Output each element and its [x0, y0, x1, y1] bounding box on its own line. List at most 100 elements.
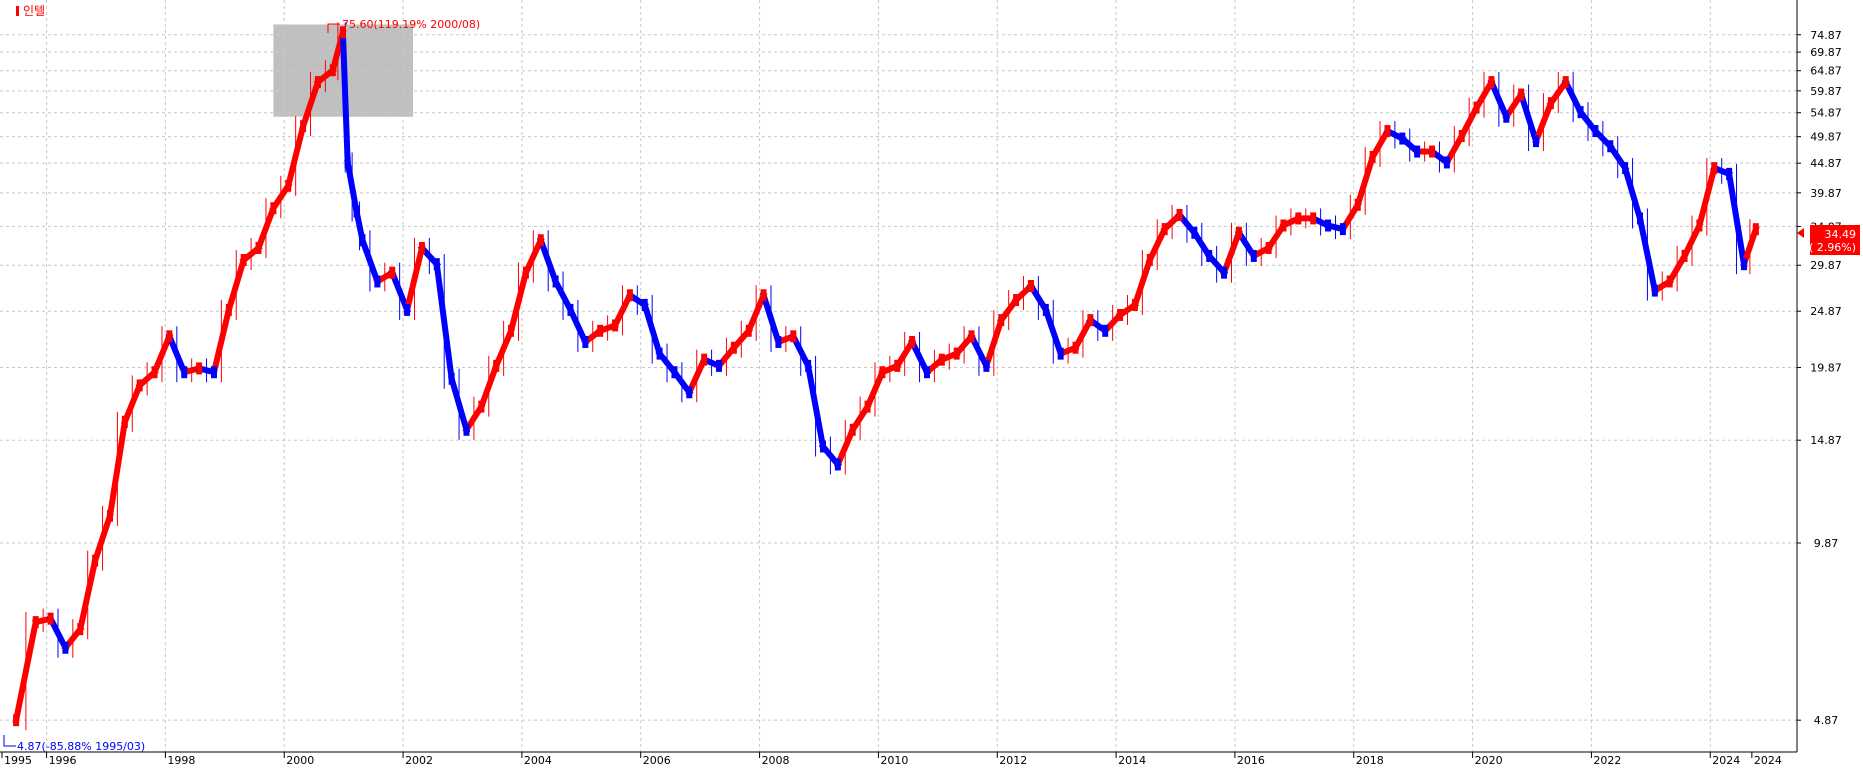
price-candle	[1414, 145, 1421, 158]
price-candle	[225, 303, 232, 316]
price-candle	[745, 324, 752, 337]
low-annotation-leader	[3, 735, 16, 747]
price-candle	[716, 359, 723, 372]
price-candle	[1503, 110, 1510, 123]
price-candle	[1636, 212, 1643, 225]
x-tick-label: 1996	[49, 754, 77, 767]
price-candle	[582, 335, 589, 348]
price-candle	[849, 423, 856, 436]
price-candle	[13, 714, 20, 727]
price-candle	[389, 266, 396, 279]
x-tick-label: 2006	[643, 754, 671, 767]
price-candle	[983, 359, 990, 372]
x-tick-label: 1998	[167, 754, 195, 767]
price-candle	[834, 458, 841, 471]
y-tick-label: 39.87	[1810, 187, 1842, 200]
axis-layer	[0, 0, 1798, 753]
high-annotation-leader	[327, 23, 340, 33]
price-candle	[1087, 314, 1094, 327]
x-tick-label: 2000	[286, 754, 314, 767]
price-candle	[879, 366, 886, 379]
current-price-marker[interactable]: 34.49 ( 2.96%)	[1797, 225, 1860, 255]
price-candle	[730, 341, 737, 354]
x-axis-labels: 1995 1996 1998 2000 2002 2004 2006 2008 2010 2012…	[1, 752, 1782, 767]
x-tick-label: 1995	[4, 754, 32, 767]
price-candle	[1384, 125, 1391, 138]
price-candle	[552, 275, 559, 288]
price-candle	[181, 366, 188, 379]
price-candle	[1651, 284, 1658, 297]
price-candle	[1666, 275, 1673, 288]
price-candle	[463, 423, 470, 436]
price-candle	[1473, 101, 1480, 114]
price-candle	[938, 353, 945, 366]
price-candle	[508, 324, 515, 337]
low-annotation: 4.87(-85.88% 1995/03)	[3, 735, 145, 753]
x-tick-label: 2002	[405, 754, 433, 767]
x-tick-label: 2024	[1712, 754, 1740, 767]
price-candle	[1027, 279, 1034, 292]
price-candle	[1622, 162, 1629, 175]
price-candle	[1102, 324, 1109, 337]
price-candle	[1533, 135, 1540, 148]
x-tick-label: 2004	[524, 754, 552, 767]
price-candle	[270, 202, 277, 215]
y-tick-label: 29.87	[1810, 259, 1842, 272]
high-annotation-text: 75.60(119.19% 2000/08)	[342, 18, 480, 31]
price-candle	[1013, 294, 1020, 307]
price-candle	[493, 359, 500, 372]
y-tick-label: 54.87	[1810, 107, 1842, 120]
price-candle	[522, 266, 529, 279]
price-candle	[790, 330, 797, 343]
price-candle	[1072, 341, 1079, 354]
price-candle	[196, 362, 203, 375]
price-candle	[314, 76, 321, 89]
price-candle	[329, 64, 336, 77]
price-candle	[671, 366, 678, 379]
price-candle	[1518, 88, 1525, 101]
y-tick-label: 49.87	[1810, 131, 1842, 144]
price-candle	[47, 612, 54, 625]
price-candle	[210, 366, 217, 379]
price-candle	[894, 359, 901, 372]
price-candle	[1146, 254, 1153, 267]
price-candle	[1726, 167, 1733, 180]
price-candle	[285, 179, 292, 192]
price-candle	[1117, 308, 1124, 321]
x-tick-label: 2020	[1475, 754, 1503, 767]
price-candle	[686, 386, 693, 399]
current-price-arrow	[1797, 228, 1804, 238]
high-annotation: 75.60(119.19% 2000/08)	[327, 18, 480, 33]
price-candle	[1740, 258, 1747, 271]
grid-layer	[0, 0, 1797, 752]
price-candle	[567, 303, 574, 316]
price-candle	[1057, 347, 1064, 360]
x-tick-label: 2018	[1356, 754, 1384, 767]
price-candle	[1265, 241, 1272, 254]
current-price-box	[1810, 225, 1860, 255]
price-candle	[1458, 130, 1465, 143]
price-candle	[1295, 212, 1302, 225]
price-candle	[953, 347, 960, 360]
legend-swatch	[16, 6, 19, 16]
price-candle	[166, 330, 173, 343]
price-candle	[1310, 212, 1317, 225]
price-candle	[1339, 223, 1346, 236]
price-candle	[1607, 140, 1614, 153]
price-candle	[1488, 76, 1495, 89]
y-tick-label: 4.87	[1814, 714, 1839, 727]
legend-label: 인텔	[23, 4, 45, 18]
price-candle	[656, 347, 663, 360]
y-tick-label: 9.87	[1814, 537, 1839, 550]
price-candle	[433, 258, 440, 271]
price-candle	[92, 554, 99, 567]
price-candle	[612, 319, 619, 332]
price-candle	[1354, 198, 1361, 211]
legend[interactable]: 인텔	[16, 4, 45, 18]
price-candle	[359, 234, 366, 247]
price-candle	[760, 289, 767, 302]
y-axis-labels: 74.87 69.87 64.87 59.87 54.87 49.87 44.87 39.87…	[1797, 29, 1842, 727]
y-tick-label: 69.87	[1810, 46, 1842, 59]
